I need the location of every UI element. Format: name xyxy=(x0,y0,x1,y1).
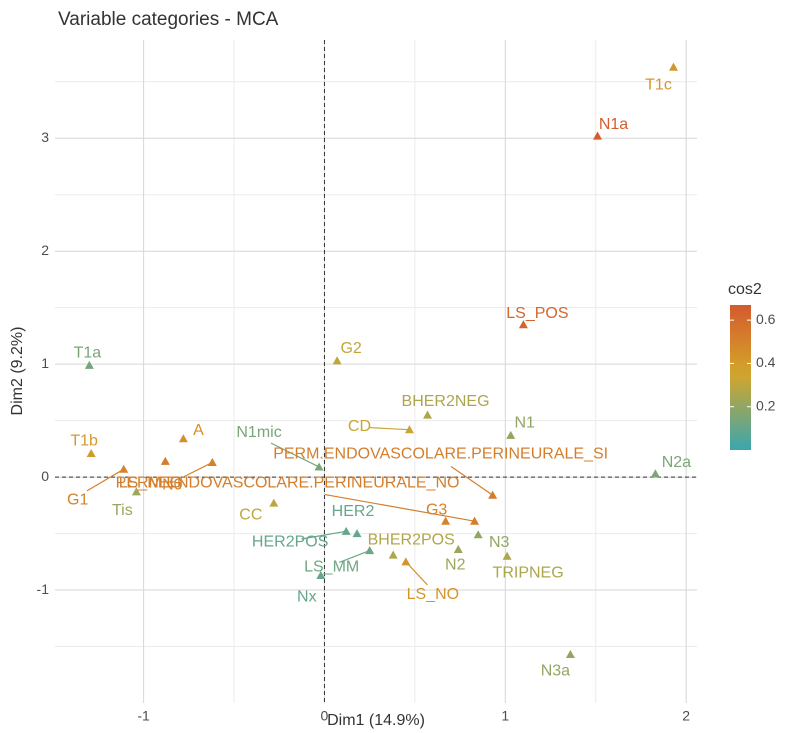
point-label: T1b xyxy=(70,433,98,450)
point xyxy=(365,546,375,555)
point xyxy=(453,544,463,553)
x-tick-label: 2 xyxy=(682,708,690,724)
label-connector xyxy=(270,442,320,468)
point-label: G3 xyxy=(426,501,447,518)
point-label: HER2 xyxy=(332,503,375,520)
point xyxy=(207,457,217,467)
point xyxy=(441,516,451,525)
point xyxy=(388,550,398,559)
label-connector xyxy=(339,549,370,563)
point xyxy=(332,356,342,365)
point-label: TRIPNEG xyxy=(493,564,564,581)
y-tick-label: -1 xyxy=(37,581,50,597)
label-connector xyxy=(86,468,125,492)
point-label: PERM.ENDOVASCOLARE.PERINEURALE_NO xyxy=(116,474,460,491)
point-label: T1a xyxy=(74,345,102,362)
y-tick-label: 2 xyxy=(41,242,49,258)
colorbar xyxy=(730,305,751,450)
label-connector xyxy=(324,493,475,522)
point xyxy=(470,516,480,525)
point-label: N1a xyxy=(599,116,628,133)
y-tick-label: 1 xyxy=(41,355,49,371)
point xyxy=(316,570,326,579)
x-tick-label: -1 xyxy=(137,708,150,724)
point-label: HER2POS xyxy=(252,534,328,551)
point-label: LS_NEG xyxy=(119,475,182,492)
point xyxy=(401,557,411,566)
legend-tick-label: 0.6 xyxy=(756,311,776,327)
point xyxy=(565,649,575,659)
point xyxy=(473,530,483,539)
point-label: G1 xyxy=(67,491,88,508)
point-label: Nx xyxy=(297,589,317,606)
point xyxy=(119,464,129,473)
x-tick-label: 0 xyxy=(321,708,329,724)
label-connector xyxy=(301,530,347,540)
y-axis-label: Dim2 (9.2%) xyxy=(9,327,26,416)
point-label: G2 xyxy=(340,340,361,357)
point-label: CD xyxy=(348,418,371,435)
point xyxy=(404,425,414,434)
point xyxy=(314,462,324,471)
legend-tick-label: 0.4 xyxy=(756,354,776,370)
point xyxy=(84,360,94,369)
point xyxy=(650,469,660,478)
point-label: N2a xyxy=(662,454,691,471)
point xyxy=(668,62,678,71)
legend-title: cos2 xyxy=(728,281,762,298)
point-label: PERM.ENDOVASCOLARE.PERINEURALE_SI xyxy=(273,445,608,462)
point-label: N1 xyxy=(515,415,536,432)
label-connector xyxy=(180,461,213,480)
point-label: LS_MM xyxy=(304,559,359,576)
point-label: N3a xyxy=(541,663,570,680)
point xyxy=(593,131,603,140)
y-tick-label: 0 xyxy=(41,468,49,484)
point xyxy=(178,434,188,443)
x-tick-label: 1 xyxy=(501,708,509,724)
point xyxy=(506,430,516,439)
point xyxy=(269,498,279,507)
point xyxy=(502,551,512,560)
point-label: Tis xyxy=(112,502,133,519)
point-label: T1c xyxy=(645,76,672,93)
x-axis-label: Dim1 (14.9%) xyxy=(327,712,425,729)
point-label: LS_POS xyxy=(506,305,568,322)
point xyxy=(488,490,498,499)
chart-title: Variable categories - MCA xyxy=(58,9,279,30)
point-label: N0 xyxy=(162,477,183,494)
y-tick-label: 3 xyxy=(41,129,49,145)
point xyxy=(518,320,528,329)
point xyxy=(160,456,170,465)
point-label: BHER2POS xyxy=(368,531,455,548)
point-label: A xyxy=(193,422,204,439)
point-label: BHER2NEG xyxy=(402,393,490,410)
point-label: CC xyxy=(239,506,262,523)
point xyxy=(86,448,96,457)
label-connector xyxy=(405,561,428,586)
legend-tick-label: 0.2 xyxy=(756,397,776,413)
point-label: N1mic xyxy=(236,424,281,441)
point xyxy=(423,410,433,419)
point xyxy=(352,529,362,538)
label-connector xyxy=(450,465,493,496)
point-label: LS_NO xyxy=(407,586,459,603)
point-label: N2 xyxy=(445,557,466,574)
label-connector xyxy=(369,426,410,431)
point xyxy=(131,487,141,496)
point-label: N3 xyxy=(489,534,510,551)
point xyxy=(341,526,351,535)
